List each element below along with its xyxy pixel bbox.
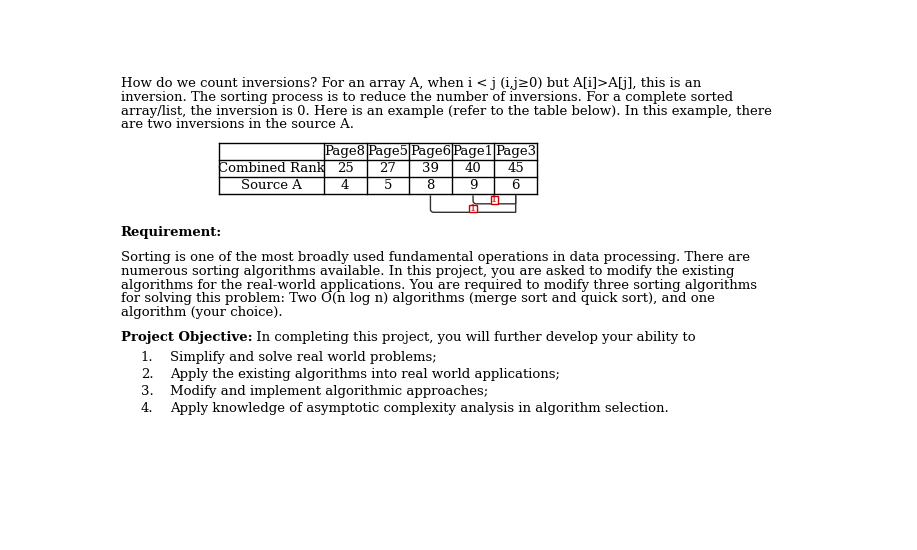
Text: Apply the existing algorithms into real world applications;: Apply the existing algorithms into real … <box>171 368 560 381</box>
Text: inversion. The sorting process is to reduce the number of inversions. For a comp: inversion. The sorting process is to red… <box>121 91 733 103</box>
Text: 27: 27 <box>380 162 396 175</box>
Text: 25: 25 <box>337 162 354 175</box>
Text: numerous sorting algorithms available. In this project, you are asked to modify : numerous sorting algorithms available. I… <box>121 265 735 278</box>
Text: 2.: 2. <box>140 368 153 381</box>
Text: Simplify and solve real world problems;: Simplify and solve real world problems; <box>171 351 437 364</box>
Text: How do we count inversions? For an array A, when i < j (i,j≥0) but A[i]>A[j], th: How do we count inversions? For an array… <box>121 77 702 90</box>
Text: In completing this project, you will further develop your ability to: In completing this project, you will fur… <box>252 331 696 344</box>
Text: 4.: 4. <box>140 402 153 415</box>
Text: 1: 1 <box>492 195 498 205</box>
Text: Source A: Source A <box>241 179 302 192</box>
Text: 5: 5 <box>383 179 392 192</box>
Text: Apply knowledge of asymptotic complexity analysis in algorithm selection.: Apply knowledge of asymptotic complexity… <box>171 402 669 415</box>
Bar <box>491 196 498 204</box>
Text: for solving this problem: Two O(n log n) algorithms (merge sort and quick sort),: for solving this problem: Two O(n log n)… <box>121 293 714 305</box>
Text: 40: 40 <box>465 162 481 175</box>
Text: 1: 1 <box>470 204 476 213</box>
Text: Project Objective:: Project Objective: <box>121 331 252 344</box>
Text: 9: 9 <box>469 179 478 192</box>
Text: algorithm (your choice).: algorithm (your choice). <box>121 306 282 319</box>
Text: Page6: Page6 <box>410 145 451 158</box>
Text: 3.: 3. <box>140 385 153 398</box>
Text: Page5: Page5 <box>368 145 408 158</box>
Text: 6: 6 <box>512 179 520 192</box>
Text: Combined Rank: Combined Rank <box>218 162 325 175</box>
Text: 45: 45 <box>507 162 524 175</box>
Bar <box>470 205 477 212</box>
Text: Page3: Page3 <box>495 145 536 158</box>
Text: 4: 4 <box>341 179 349 192</box>
Text: Requirement:: Requirement: <box>121 226 222 239</box>
Text: algorithms for the real-world applications. You are required to modify three sor: algorithms for the real-world applicatio… <box>121 278 757 292</box>
Text: Sorting is one of the most broadly used fundamental operations in data processin: Sorting is one of the most broadly used … <box>121 251 750 264</box>
Text: Page1: Page1 <box>453 145 493 158</box>
Text: 1.: 1. <box>140 351 153 364</box>
Text: Page8: Page8 <box>325 145 366 158</box>
Text: Modify and implement algorithmic approaches;: Modify and implement algorithmic approac… <box>171 385 489 398</box>
Text: are two inversions in the source A.: are two inversions in the source A. <box>121 118 354 131</box>
Text: 8: 8 <box>426 179 435 192</box>
Text: 39: 39 <box>422 162 439 175</box>
Text: array/list, the inversion is 0. Here is an example (refer to the table below). I: array/list, the inversion is 0. Here is … <box>121 104 772 118</box>
